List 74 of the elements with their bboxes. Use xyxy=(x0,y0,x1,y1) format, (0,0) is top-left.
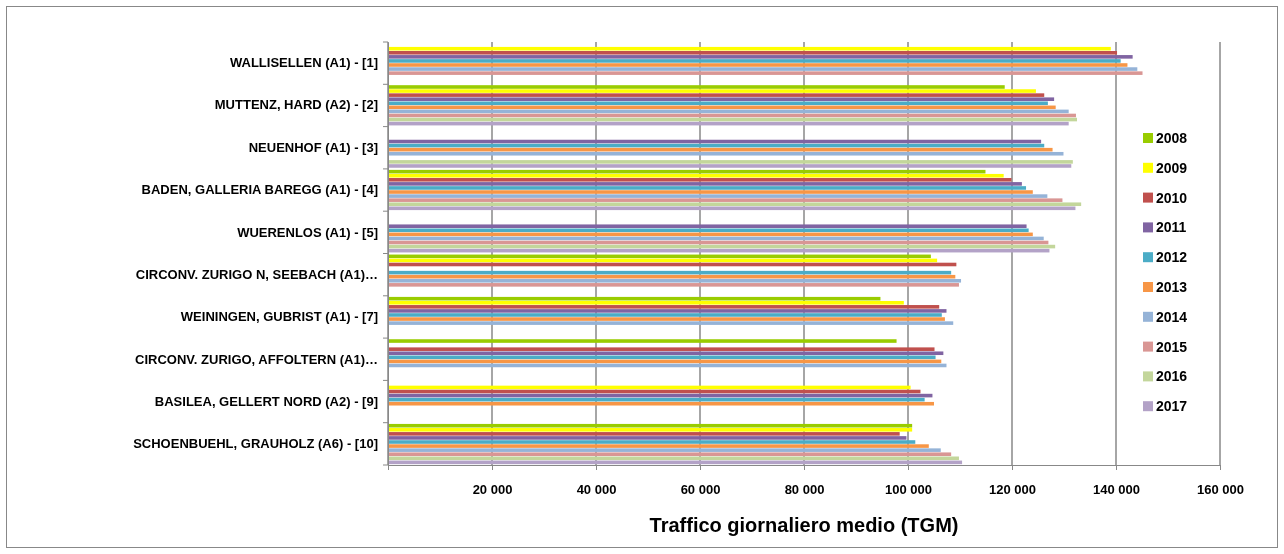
bar xyxy=(388,283,959,287)
bar xyxy=(388,182,1022,186)
bar xyxy=(388,347,935,351)
bar xyxy=(388,50,1118,55)
y-tick-label: WUERENLOS (A1) - [5] xyxy=(237,224,378,240)
bar xyxy=(388,224,1027,229)
bar xyxy=(388,456,959,461)
x-tick-label: 20 000 xyxy=(472,481,513,497)
bar xyxy=(388,423,913,428)
legend-label: 2015 xyxy=(1156,338,1188,355)
bar xyxy=(388,67,1138,71)
bar xyxy=(388,305,940,309)
bar xyxy=(388,444,929,448)
bar xyxy=(388,452,952,457)
bar xyxy=(388,428,913,432)
bar xyxy=(388,278,962,283)
legend-label: 2009 xyxy=(1156,159,1188,176)
bar xyxy=(388,173,1004,178)
x-tick-label: 140 000 xyxy=(1093,481,1140,497)
bar xyxy=(388,432,900,436)
bar xyxy=(388,164,1072,168)
y-tick-label: NEUENHOF (A1) - [3] xyxy=(248,139,378,155)
legend-label: 2010 xyxy=(1156,189,1188,206)
y-tick-label: MUTTENZ, HARD (A2) - [2] xyxy=(214,97,378,113)
bar xyxy=(388,71,1143,75)
bar xyxy=(388,448,941,452)
legend-label: 2016 xyxy=(1156,368,1188,385)
x-tick-label: 80 000 xyxy=(784,481,825,497)
bar xyxy=(388,59,1121,63)
bar xyxy=(388,46,1111,51)
bar xyxy=(388,151,1064,156)
bar xyxy=(388,300,904,305)
y-tick-label: BADEN, GALLERIA BAREGG (A1) - [4] xyxy=(141,182,378,198)
bar xyxy=(388,93,1045,97)
legend-label: 2013 xyxy=(1156,279,1188,295)
bar xyxy=(388,440,916,444)
y-tick-label: WALLISELLEN (A1) - [1] xyxy=(229,55,378,71)
x-tick-label: 160 000 xyxy=(1197,481,1244,497)
legend-label: 2011 xyxy=(1156,219,1187,236)
bar xyxy=(388,321,954,325)
y-tick-label: WEININGEN, GUBRIST (A1) - [7] xyxy=(180,309,378,325)
bar xyxy=(388,97,1055,101)
bar xyxy=(388,309,947,313)
y-tick-label: CIRCONV. ZURIGO, AFFOLTERN (A1)… xyxy=(135,351,378,367)
bar xyxy=(388,436,907,440)
bar xyxy=(388,160,1073,164)
bar xyxy=(388,190,1033,194)
y-tick-label: BASILEA, GELLERT NORD (A2) - [9] xyxy=(154,393,378,409)
legend-label: 2017 xyxy=(1156,398,1188,415)
legend-label: 2008 xyxy=(1156,130,1188,146)
bar xyxy=(388,55,1133,59)
bar xyxy=(388,194,1048,198)
y-tick-label: CIRCONV. ZURIGO N, SEEBACH (A1)… xyxy=(135,266,378,282)
x-tick-label: 100 000 xyxy=(885,481,932,497)
y-tick-label: SCHOENBUEHL, GRAUHOLZ (A6) - [10] xyxy=(133,436,378,452)
bar xyxy=(388,63,1128,67)
bar xyxy=(388,178,1012,182)
bar xyxy=(388,317,945,321)
bar xyxy=(388,89,1036,93)
bar xyxy=(388,85,1005,89)
bar xyxy=(388,101,1048,106)
x-tick-label: 60 000 xyxy=(680,481,721,497)
bar xyxy=(388,186,1027,190)
x-axis-title: Traffico giornaliero medio (TGM) xyxy=(649,514,959,536)
legend-label: 2012 xyxy=(1156,249,1188,266)
legend-label: 2014 xyxy=(1156,308,1188,325)
bar xyxy=(388,198,1063,202)
bar xyxy=(388,313,942,317)
x-tick-label: 40 000 xyxy=(576,481,617,497)
x-tick-label: 120 000 xyxy=(989,481,1036,497)
bar xyxy=(388,339,897,343)
bar xyxy=(388,401,934,406)
bar xyxy=(388,351,944,356)
bar xyxy=(388,202,1082,207)
